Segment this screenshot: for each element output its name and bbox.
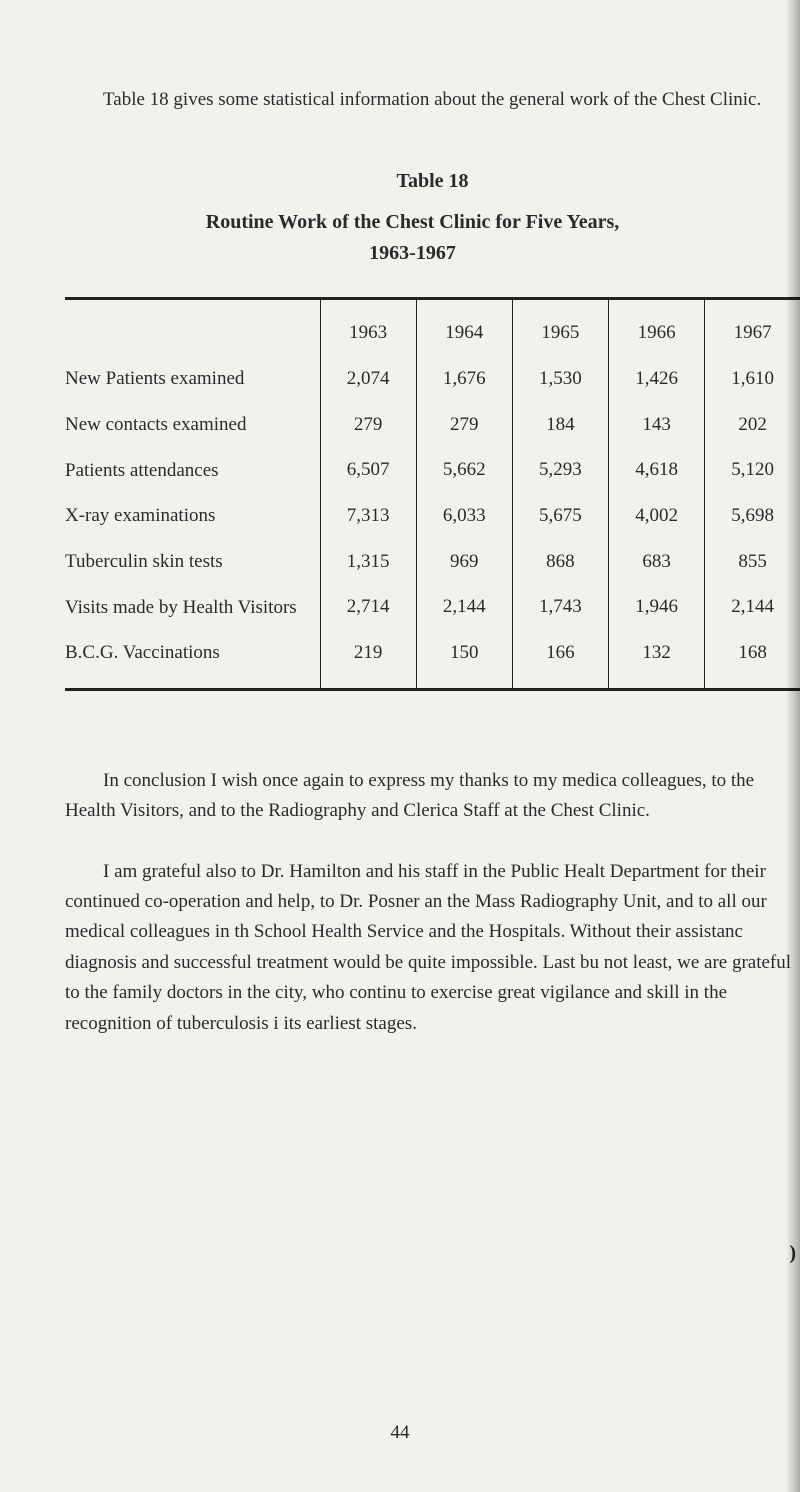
table-label: Table 18 [65, 170, 800, 193]
cell: 5,293 [512, 448, 608, 494]
conclusion-paragraph-2: I am grateful also to Dr. Hamilton and h… [65, 857, 800, 1039]
cell: 1,946 [609, 585, 705, 631]
cell: 5,662 [416, 448, 512, 494]
cell: 969 [416, 539, 512, 585]
table-title: Routine Work of the Chest Clinic for Fiv… [65, 207, 800, 269]
conclusion-paragraph-1: In conclusion I wish once again to expre… [65, 766, 800, 827]
cell: 2,714 [320, 585, 416, 631]
table-row: B.C.G. Vaccinations 219 150 166 132 168 [65, 630, 800, 689]
table-title-line-2: 1963-1967 [369, 242, 456, 264]
cell: 166 [512, 630, 608, 689]
cell: 1,743 [512, 585, 608, 631]
cell: 868 [512, 539, 608, 585]
cell: 4,618 [609, 448, 705, 494]
cell: 2,074 [320, 356, 416, 402]
cell: 219 [320, 630, 416, 689]
intro-paragraph: Table 18 gives some statistical informat… [65, 85, 800, 115]
table-row: New contacts examined 279 279 184 143 20… [65, 402, 800, 448]
cell: 132 [609, 630, 705, 689]
intro-line-1: Table 18 gives some statistical informat… [103, 89, 609, 110]
para-2-text: I am grateful also to Dr. Hamilton and h… [65, 861, 791, 1034]
header-1965: 1965 [512, 299, 608, 357]
cell: 279 [320, 402, 416, 448]
cell: 2,144 [416, 585, 512, 631]
cell: 184 [512, 402, 608, 448]
cell: 4,002 [609, 493, 705, 539]
header-blank [65, 299, 320, 357]
cell: 143 [609, 402, 705, 448]
header-1963: 1963 [320, 299, 416, 357]
row-label: Visits made by Health Visitors [65, 585, 320, 631]
row-label: X-ray examinations [65, 493, 320, 539]
table-title-line-1: Routine Work of the Chest Clinic for Fiv… [206, 211, 620, 233]
table-header-row: 1963 1964 1965 1966 1967 [65, 299, 800, 357]
document-page: Table 18 gives some statistical informat… [65, 85, 800, 1039]
para-1-text: In conclusion I wish once again to expre… [65, 770, 754, 821]
header-1964: 1964 [416, 299, 512, 357]
table-row: Patients attendances 6,507 5,662 5,293 4… [65, 448, 800, 494]
cell: 150 [416, 630, 512, 689]
row-label: New contacts examined [65, 402, 320, 448]
header-1966: 1966 [609, 299, 705, 357]
page-gutter-shadow [786, 0, 800, 1492]
row-label: New Patients examined [65, 356, 320, 402]
cell: 1,530 [512, 356, 608, 402]
table-row: Visits made by Health Visitors 2,714 2,1… [65, 585, 800, 631]
cell: 1,676 [416, 356, 512, 402]
cell: 5,675 [512, 493, 608, 539]
table-row: X-ray examinations 7,313 6,033 5,675 4,0… [65, 493, 800, 539]
page-number: 44 [0, 1422, 800, 1444]
table-row: Tuberculin skin tests 1,315 969 868 683 … [65, 539, 800, 585]
cell: 1,426 [609, 356, 705, 402]
row-label: B.C.G. Vaccinations [65, 630, 320, 689]
cell: 279 [416, 402, 512, 448]
intro-line-2: of the Chest Clinic. [613, 89, 761, 110]
row-label: Patients attendances [65, 448, 320, 494]
cell: 1,315 [320, 539, 416, 585]
cell: 6,507 [320, 448, 416, 494]
row-label: Tuberculin skin tests [65, 539, 320, 585]
cell: 7,313 [320, 493, 416, 539]
cell: 683 [609, 539, 705, 585]
table-row: New Patients examined 2,074 1,676 1,530 … [65, 356, 800, 402]
cell: 6,033 [416, 493, 512, 539]
data-table: 1963 1964 1965 1966 1967 New Patients ex… [65, 297, 800, 690]
